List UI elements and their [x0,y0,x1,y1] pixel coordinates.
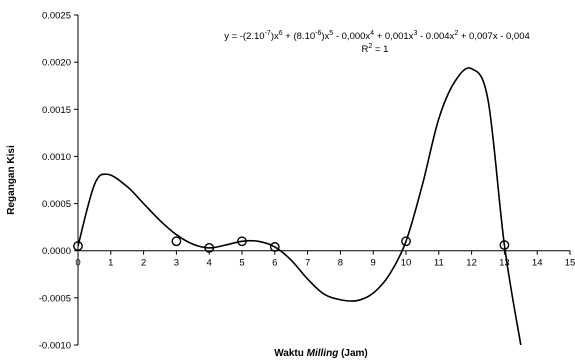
plot-area [73,67,522,345]
y-axis: -0.0010 -0.0005 0.0000 0.0005 0.0010 0.0015 0.… [39,11,79,352]
trendline-curve [78,67,522,345]
y-tick-label: 0.0000 [42,246,71,257]
y-axis-title: Regangan Kisi [6,145,17,215]
x-tick-label: 10 [401,258,412,269]
y-tick-label: 0.0005 [42,199,71,210]
x-tick-label: 3 [174,258,179,269]
y-tick-label: 0.0025 [42,11,71,22]
data-point [204,242,215,253]
y-tick-label: 0.0015 [42,105,71,116]
data-point [237,236,247,247]
data-point [171,236,182,247]
data-point [401,236,411,247]
x-tick-label: 11 [434,258,444,269]
y-tick-label: -0.0010 [39,341,71,352]
x-tick-label: 4 [207,258,212,269]
x-axis: 0 1 2 3 4 5 6 7 8 9 10 11 12 13 14 15 [75,250,575,269]
x-tick-label: 7 [305,258,310,269]
y-tick-label: 0.0020 [42,58,71,69]
data-point [269,242,280,252]
x-tick-label: 12 [466,258,477,269]
x-tick-label: 13 [499,258,510,269]
x-tick-label: 0 [75,258,80,269]
data-point [499,240,510,250]
data-point [73,241,83,251]
x-tick-label: 9 [371,258,376,269]
x-tick-label: 2 [141,258,146,269]
trendline-equation: y = -(2.10-7)x6 + (8.10-6)x5 - 0,000x4 +… [224,30,530,42]
y-tick-label: 0.0010 [42,152,71,163]
x-tick-label: 15 [565,258,575,269]
x-axis-title: Waktu Milling (Jam) [274,348,368,359]
r-squared-label: R2 = 1 [362,43,389,55]
y-tick-label: -0.0005 [39,293,71,304]
x-tick-label: 5 [239,258,244,269]
x-tick-label: 14 [532,258,543,269]
x-tick-label: 8 [338,258,343,269]
x-tick-label: 1 [108,258,113,269]
x-tick-label: 6 [272,258,277,269]
